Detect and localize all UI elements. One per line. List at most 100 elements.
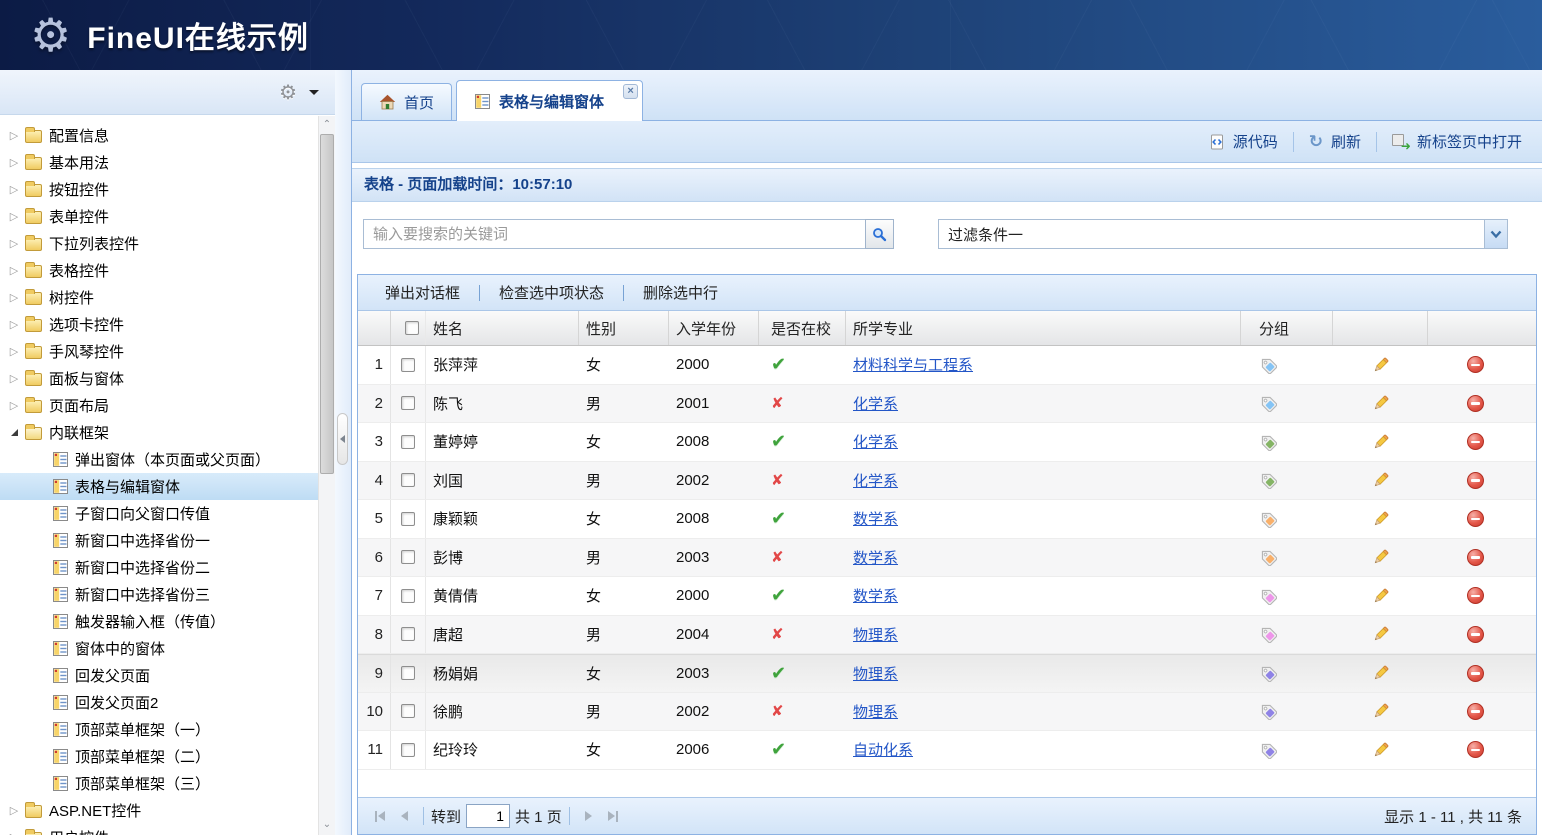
delete-row-icon[interactable] <box>1467 587 1484 605</box>
tree-collapsed-arrow-icon[interactable]: ▷ <box>9 292 19 304</box>
major-link[interactable]: 化学系 <box>853 472 899 490</box>
row-checkbox[interactable] <box>401 396 415 411</box>
table-row[interactable]: 10 徐鹏 男 2002 ✘ 物理系 <box>358 692 1536 731</box>
tree-collapsed-arrow-icon[interactable]: ▷ <box>6 831 22 835</box>
column-header-gender[interactable]: 性别 <box>579 311 669 345</box>
major-link[interactable]: 数学系 <box>853 588 899 606</box>
row-checkbox[interactable] <box>401 434 415 449</box>
table-row[interactable]: 8 唐超 男 2004 ✘ 物理系 <box>358 615 1536 654</box>
scrollbar-thumb[interactable] <box>320 134 334 474</box>
major-link[interactable]: 数学系 <box>853 549 899 567</box>
sidebar-item-page[interactable]: 新窗口中选择省份二 <box>0 554 318 581</box>
edit-pencil-icon[interactable] <box>1372 471 1390 489</box>
tree-collapsed-arrow-icon[interactable]: ▷ <box>9 130 19 142</box>
sidebar-item-folder[interactable]: ▷ 手风琴控件 <box>0 338 318 365</box>
tree-collapsed-arrow-icon[interactable]: ▷ <box>9 319 19 331</box>
tag-icon[interactable] <box>1259 471 1277 490</box>
tab-home[interactable]: 首页 <box>361 83 453 120</box>
sidebar-item-page[interactable]: 子窗口向父窗口传值 <box>0 500 318 527</box>
delete-row-icon[interactable] <box>1467 702 1484 720</box>
select-all-checkbox[interactable] <box>404 321 419 335</box>
tag-icon[interactable] <box>1259 356 1277 374</box>
source-code-button[interactable]: 源代码 <box>1209 131 1278 152</box>
sidebar-item-page[interactable]: 顶部菜单框架（一） <box>0 716 318 743</box>
major-link[interactable]: 材料科学与工程系 <box>853 357 974 375</box>
row-checkbox[interactable] <box>401 704 415 719</box>
settings-caret-icon[interactable] <box>309 89 319 95</box>
major-link[interactable]: 化学系 <box>853 395 899 413</box>
column-header-group[interactable]: 分组 <box>1241 311 1333 345</box>
tree-collapsed-arrow-icon[interactable]: ▷ <box>9 400 19 412</box>
check-selected-button[interactable]: 检查选中项状态 <box>499 285 605 302</box>
scroll-up-icon[interactable]: ⌃ <box>322 119 332 130</box>
tree-collapsed-arrow-icon[interactable]: ▷ <box>9 238 19 250</box>
edit-pencil-icon[interactable] <box>1372 394 1390 412</box>
prev-page-button[interactable] <box>392 805 416 827</box>
splitter[interactable] <box>335 70 352 835</box>
row-checkbox[interactable] <box>401 473 415 488</box>
page-number-input[interactable] <box>466 804 511 828</box>
search-input[interactable] <box>363 219 865 249</box>
tag-icon[interactable] <box>1259 548 1277 567</box>
tag-icon[interactable] <box>1259 394 1277 413</box>
edit-pencil-icon[interactable] <box>1372 356 1390 374</box>
tree-collapsed-arrow-icon[interactable]: ▷ <box>9 373 19 385</box>
tag-icon[interactable] <box>1259 510 1277 528</box>
sidebar-item-folder[interactable]: ▷ 树控件 <box>0 284 318 311</box>
table-row[interactable]: 1 张萍萍 女 2000 ✔ 材料科学与工程系 <box>358 346 1536 385</box>
table-row[interactable]: 11 纪玲玲 女 2006 ✔ 自动化系 <box>358 731 1536 770</box>
sidebar-item-page[interactable]: 新窗口中选择省份一 <box>0 527 318 554</box>
table-row[interactable]: 7 黄倩倩 女 2000 ✔ 数学系 <box>358 577 1536 616</box>
sidebar-item-page[interactable]: 顶部菜单框架（二） <box>0 743 318 770</box>
sidebar-item-page[interactable]: 顶部菜单框架（三） <box>0 770 318 797</box>
delete-row-icon[interactable] <box>1467 356 1484 374</box>
row-checkbox[interactable] <box>401 666 415 681</box>
major-link[interactable]: 自动化系 <box>853 742 914 760</box>
tab-grid-window[interactable]: 表格与编辑窗体 × <box>456 80 644 121</box>
column-header-name[interactable]: 姓名 <box>426 311 579 345</box>
delete-row-icon[interactable] <box>1467 433 1484 451</box>
tree-collapsed-arrow-icon[interactable]: ▷ <box>9 346 19 358</box>
delete-row-icon[interactable] <box>1467 664 1484 682</box>
row-checkbox[interactable] <box>401 511 415 526</box>
column-header-atschool[interactable]: 是否在校 <box>759 311 846 345</box>
sidebar-item-folder[interactable]: ▷ 用户控件 <box>0 824 318 835</box>
column-header-year[interactable]: 入学年份 <box>669 311 759 345</box>
table-row[interactable]: 3 董婷婷 女 2008 ✔ 化学系 <box>358 423 1536 462</box>
major-link[interactable]: 数学系 <box>853 511 899 529</box>
filter-dropdown[interactable]: 过滤条件一 <box>938 219 1508 249</box>
table-row[interactable]: 6 彭博 男 2003 ✘ 数学系 <box>358 538 1536 577</box>
row-checkbox[interactable] <box>401 742 415 757</box>
row-checkbox[interactable] <box>401 550 415 565</box>
edit-pencil-icon[interactable] <box>1372 625 1390 643</box>
sidebar-item-folder[interactable]: ▷ 选项卡控件 <box>0 311 318 338</box>
major-link[interactable]: 物理系 <box>853 626 899 644</box>
delete-row-icon[interactable] <box>1467 741 1484 759</box>
open-new-tab-button[interactable]: ➜ 新标签页中打开 <box>1391 131 1522 153</box>
sidebar-scrollbar[interactable]: ⌃ ⌄ <box>318 116 335 835</box>
tag-icon[interactable] <box>1259 433 1277 451</box>
sidebar-item-folder[interactable]: 内联框架 <box>0 419 318 446</box>
tree-expanded-arrow-icon[interactable] <box>6 427 22 439</box>
sidebar-item-folder[interactable]: ▷ 表格控件 <box>0 257 318 284</box>
column-header-major[interactable]: 所学专业 <box>846 311 1241 345</box>
edit-pencil-icon[interactable] <box>1372 548 1390 566</box>
edit-pencil-icon[interactable] <box>1372 587 1390 605</box>
tree-collapsed-arrow-icon[interactable]: ▷ <box>9 184 19 196</box>
next-page-button[interactable] <box>577 805 601 827</box>
delete-selected-button[interactable]: 删除选中行 <box>643 285 719 302</box>
table-row[interactable]: 5 康颖颖 女 2008 ✔ 数学系 <box>358 500 1536 539</box>
delete-row-icon[interactable] <box>1467 510 1484 528</box>
tree-collapsed-arrow-icon[interactable]: ▷ <box>9 157 19 169</box>
tree-collapsed-arrow-icon[interactable]: ▷ <box>9 211 19 223</box>
major-link[interactable]: 物理系 <box>853 665 899 683</box>
table-row[interactable]: 4 刘国 男 2002 ✘ 化学系 <box>358 461 1536 500</box>
first-page-button[interactable] <box>368 805 392 827</box>
tag-icon[interactable] <box>1259 741 1277 759</box>
open-dialog-button[interactable]: 弹出对话框 <box>385 285 461 302</box>
edit-pencil-icon[interactable] <box>1372 433 1390 451</box>
tag-icon[interactable] <box>1259 625 1277 644</box>
edit-pencil-icon[interactable] <box>1372 510 1390 528</box>
delete-row-icon[interactable] <box>1467 394 1484 412</box>
major-link[interactable]: 化学系 <box>853 434 899 452</box>
